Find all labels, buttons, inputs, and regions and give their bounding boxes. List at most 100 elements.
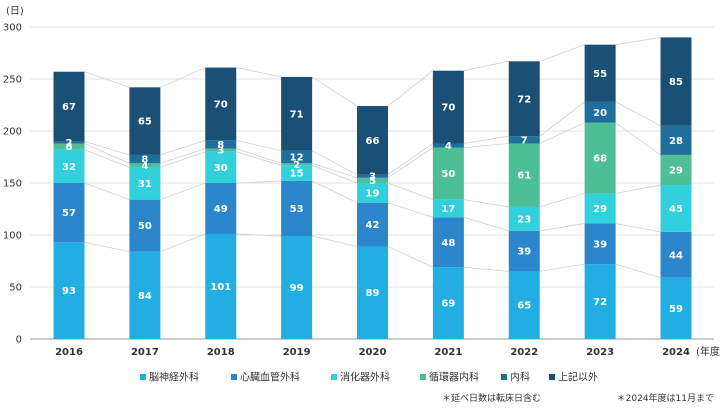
bar-segment bbox=[508, 136, 540, 144]
bar-segment bbox=[53, 183, 85, 243]
bar-segment bbox=[129, 163, 161, 168]
legend-swatch bbox=[331, 374, 337, 380]
bar-segment bbox=[508, 143, 540, 207]
bar-segment bbox=[281, 165, 313, 181]
connector-lines bbox=[84, 37, 661, 279]
connector-line bbox=[236, 148, 282, 164]
bar-segment bbox=[129, 87, 161, 155]
connector-line bbox=[539, 101, 585, 137]
connector-line bbox=[84, 182, 130, 201]
connector-line bbox=[539, 44, 585, 62]
connector-line bbox=[463, 266, 509, 272]
connector-line bbox=[539, 223, 585, 232]
data-label: 39 bbox=[593, 239, 607, 250]
data-label: 68 bbox=[593, 154, 607, 165]
data-label: 84 bbox=[138, 291, 152, 302]
bar-segment bbox=[432, 199, 464, 218]
legend-label: 消化器外科 bbox=[340, 371, 390, 384]
footnote-1: ＊延べ日数は転床日含む bbox=[442, 392, 541, 404]
bar-segment bbox=[205, 148, 237, 152]
data-label: 8 bbox=[141, 155, 148, 166]
bar-segment bbox=[508, 230, 540, 272]
bar-segment bbox=[357, 183, 388, 203]
data-label: 4 bbox=[445, 141, 452, 152]
data-label: 48 bbox=[441, 238, 455, 249]
bar-segment bbox=[584, 44, 616, 102]
bar-segment bbox=[584, 223, 616, 265]
connector-line bbox=[236, 180, 282, 184]
connector-line bbox=[312, 235, 358, 247]
x-tick-label: 2022 bbox=[510, 347, 538, 358]
bar-segment bbox=[53, 141, 85, 144]
connector-line bbox=[236, 151, 282, 166]
connector-line bbox=[160, 148, 206, 164]
bar-segment bbox=[584, 193, 616, 224]
connector-line bbox=[160, 67, 206, 88]
x-tick-label: 2023 bbox=[586, 347, 614, 358]
data-label: 3 bbox=[217, 146, 224, 157]
bar-segment bbox=[357, 202, 388, 247]
data-label: 15 bbox=[290, 169, 304, 180]
data-label: 8 bbox=[217, 140, 224, 151]
bar-segment bbox=[432, 147, 464, 200]
connector-line bbox=[311, 150, 358, 176]
y-axis-unit: (日) bbox=[6, 6, 24, 17]
bar-segment bbox=[281, 76, 313, 151]
bar-segment bbox=[508, 271, 540, 339]
connector-line bbox=[387, 182, 434, 201]
y-tick-label: 150 bbox=[3, 179, 22, 190]
bar-segment bbox=[660, 231, 692, 278]
x-tick-label: 2024 bbox=[662, 347, 690, 358]
bar-segment bbox=[53, 242, 85, 339]
bar-segment bbox=[53, 143, 85, 150]
data-label: 101 bbox=[210, 282, 231, 293]
x-tick-label: 2016 bbox=[55, 347, 83, 358]
data-label: 20 bbox=[593, 108, 607, 119]
bar-segment bbox=[357, 106, 388, 175]
connector-line bbox=[311, 164, 358, 184]
legend-label: 循環器内科 bbox=[429, 371, 479, 384]
data-label: 57 bbox=[62, 208, 76, 219]
value-labels: 9357326267845031486510149303870995315212… bbox=[62, 69, 683, 315]
x-tick-label: 2017 bbox=[131, 347, 159, 358]
bar-segment bbox=[205, 233, 237, 339]
data-label: 6 bbox=[66, 142, 73, 153]
x-axis-unit: (年度) bbox=[696, 345, 720, 358]
data-label: 50 bbox=[441, 169, 455, 180]
legend-swatch bbox=[140, 374, 146, 380]
connector-line bbox=[236, 139, 282, 152]
data-label: 89 bbox=[366, 288, 380, 299]
data-label: 85 bbox=[669, 77, 683, 88]
bar-segment bbox=[53, 71, 85, 142]
data-label: 53 bbox=[290, 204, 304, 215]
x-tick-label: 2018 bbox=[207, 347, 235, 358]
bar-segment bbox=[357, 177, 388, 183]
connector-line bbox=[311, 180, 358, 204]
connector-line bbox=[387, 147, 434, 179]
bar-segment bbox=[129, 167, 161, 200]
bar-segment bbox=[129, 251, 161, 339]
connector-line bbox=[84, 143, 130, 164]
y-tick-label: 200 bbox=[3, 127, 22, 138]
legend-swatch bbox=[501, 374, 507, 380]
y-tick-label: 250 bbox=[3, 75, 22, 86]
bar-segment bbox=[584, 101, 616, 123]
bar-segment bbox=[432, 217, 464, 268]
data-label: 30 bbox=[214, 163, 228, 174]
bar-segment bbox=[205, 183, 237, 234]
connector-line bbox=[463, 216, 509, 232]
bar-segment bbox=[584, 122, 616, 194]
connector-line bbox=[463, 135, 509, 144]
bar-segment bbox=[205, 67, 237, 141]
data-label: 67 bbox=[62, 102, 76, 113]
connector-line bbox=[84, 241, 130, 253]
connector-line bbox=[615, 37, 661, 46]
data-label: 2 bbox=[66, 138, 73, 149]
bars bbox=[53, 37, 692, 339]
data-label: 5 bbox=[369, 176, 376, 187]
bar-segment bbox=[508, 206, 540, 231]
footnote-2: ＊2024年度は11月まで bbox=[617, 392, 714, 404]
data-label: 59 bbox=[669, 304, 683, 315]
bar-segment bbox=[129, 154, 161, 164]
data-label: 44 bbox=[669, 250, 683, 261]
